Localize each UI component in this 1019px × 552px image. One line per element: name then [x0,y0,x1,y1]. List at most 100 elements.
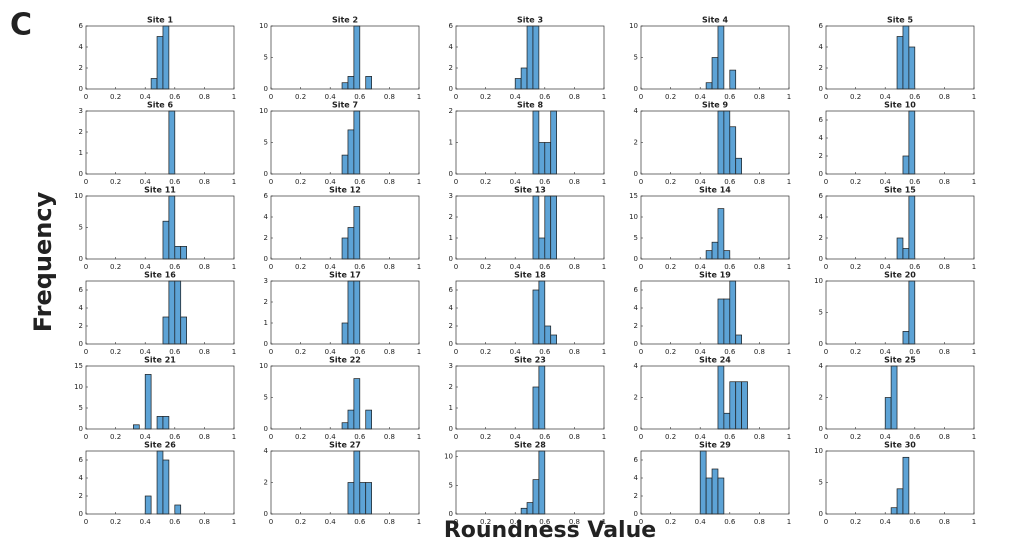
x-tick-label: 1 [972,178,976,186]
y-tick-label: 5 [819,479,823,487]
bar [162,316,170,345]
bar [890,507,898,515]
plot-frame [85,195,235,260]
x-tick-label: 0.4 [140,178,152,186]
bar [896,237,904,260]
x-tick-label: 0.6 [724,518,736,526]
y-tick-label: 3 [449,192,453,200]
x-tick-label: 0.6 [909,263,921,271]
x-tick-label: 1 [972,263,976,271]
y-tick-label: 0 [449,510,453,518]
y-tick-label: 4 [634,474,639,482]
x-tick-label: 0.2 [665,178,676,186]
x-tick-label: 0 [824,518,828,526]
x-tick-label: 0.8 [569,433,580,441]
y-tick-label: 0 [449,425,453,433]
x-tick-label: 1 [787,93,791,101]
x-tick-label: 0.2 [665,433,676,441]
x-tick-label: 1 [602,518,606,526]
histogram-panel: Site 25 0 0.2 0.4 0.6 0.8 1 0 2 4 [819,356,977,442]
x-tick-label: 1 [787,518,791,526]
y-tick-label: 0 [819,85,823,93]
x-tick-label: 0.4 [695,518,707,526]
x-tick-label: 0.4 [695,263,707,271]
x-tick-label: 1 [232,178,236,186]
x-tick-label: 1 [602,348,606,356]
y-tick-label: 5 [264,54,268,62]
y-tick-label: 4 [264,447,269,455]
x-tick-label: 0.8 [939,348,950,356]
x-tick-label: 1 [602,93,606,101]
y-tick-label: 2 [449,213,453,221]
bar [729,381,737,430]
y-tick-label: 4 [79,43,84,51]
bar [162,459,170,515]
y-tick-label: 5 [79,224,83,232]
x-tick-label: 0.2 [295,348,306,356]
histogram-panel: Site 9 0 0.2 0.4 0.6 0.8 1 0 2 4 [634,101,792,187]
y-tick-label: 1 [449,234,453,242]
bar [717,477,725,515]
x-tick-label: 0.8 [939,178,950,186]
bar [353,450,361,515]
x-tick-label: 0.4 [325,178,337,186]
bar [884,397,892,430]
x-tick-label: 0.8 [754,348,765,356]
x-tick-label: 0.2 [665,518,676,526]
y-tick-label: 2 [79,492,83,500]
y-tick-label: 2 [819,394,823,402]
x-tick-label: 0 [269,433,273,441]
x-tick-label: 0.8 [569,263,580,271]
y-tick-label: 3 [449,362,453,370]
bar [180,316,187,345]
x-tick-label: 0.2 [850,518,861,526]
chart-title: Site 15 [884,186,916,195]
x-tick-label: 0.2 [110,518,121,526]
x-tick-label: 0.2 [850,348,861,356]
y-tick-label: 5 [634,234,638,242]
bar [538,142,546,175]
x-tick-label: 0.8 [754,178,765,186]
x-tick-label: 0.4 [325,433,337,441]
x-tick-label: 0.6 [354,348,366,356]
y-tick-label: 6 [819,192,824,200]
x-tick-label: 0.2 [850,263,861,271]
chart-title: Site 10 [884,101,916,110]
plot-frame [270,450,420,515]
y-tick-label: 0 [79,85,83,93]
x-tick-label: 0 [639,93,643,101]
plot-frame [270,195,420,260]
y-tick-label: 2 [819,234,823,242]
bar [168,280,176,345]
y-tick-label: 6 [449,286,454,294]
x-tick-label: 0.2 [480,348,491,356]
x-tick-label: 0.4 [140,93,152,101]
x-tick-label: 0.6 [909,178,921,186]
x-tick-label: 0 [824,263,828,271]
x-axis-label: Roundness Value [444,518,656,543]
x-tick-label: 0.6 [354,178,366,186]
bar [908,195,916,260]
bar [514,78,522,90]
x-tick-label: 1 [602,178,606,186]
x-tick-label: 0.8 [939,433,950,441]
y-tick-label: 2 [449,64,453,72]
bar [347,482,355,515]
x-tick-label: 0 [824,433,828,441]
histogram-panel: Site 19 0 0.2 0.4 0.6 0.8 1 0 2 4 6 [634,271,792,357]
y-tick-label: 6 [449,22,454,30]
plot-area [456,111,604,174]
x-tick-label: 0.8 [384,433,395,441]
histogram-panel: Site 24 0 0.2 0.4 0.6 0.8 1 0 2 4 [634,356,792,442]
x-tick-label: 0 [454,518,458,526]
plot-area [641,111,789,174]
y-tick-label: 4 [819,362,824,370]
bar [902,25,910,90]
x-tick-label: 0.8 [199,178,210,186]
bar [908,280,916,345]
y-tick-label: 4 [634,362,639,370]
bar [526,25,534,90]
y-tick-label: 0 [264,255,268,263]
bar [723,250,731,260]
